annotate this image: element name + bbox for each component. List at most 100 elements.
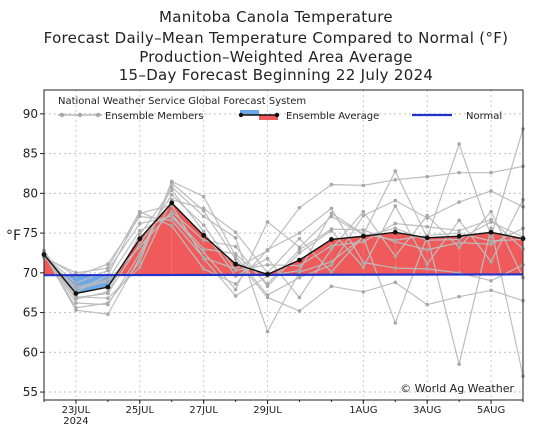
legend-average-swatch-dot [274,112,280,118]
ensemble-member-point [169,214,174,219]
ensemble-member-point [361,265,366,270]
ensemble-member-point [74,308,78,312]
ensemble-member-point [393,204,398,208]
ensemble-member-point [329,263,334,267]
ensemble-member-point [169,197,174,202]
ensemble-member-point [457,294,461,299]
ensemble-member-point [425,224,430,229]
ensemble-member-point [297,251,302,255]
ensemble-member-point [489,278,493,283]
ensemble-member-point [457,218,461,223]
ensemble-member-point [329,206,334,211]
ensemble-member-point [201,194,206,199]
legend-average-swatch-red [259,115,278,120]
ensemble-member-point [74,301,78,305]
ensemble-average-series [41,200,526,296]
ensemble-member-point [393,178,398,182]
above-normal-fill [299,239,332,275]
ensemble-member-point [106,262,110,266]
ensemble-member-point [138,214,142,219]
y-tick-label: 80 [23,186,38,200]
legend-average-swatch-blue [240,110,259,115]
ensemble-member-point [201,209,206,213]
ensemble-member-point [297,236,302,241]
chart-subtitle-2: Production–Weighted Area Average [139,48,413,66]
chart-title: Manitoba Canola Temperature [159,8,393,26]
y-tick-label: 75 [23,226,38,240]
ensemble-member-point [106,290,110,294]
ensemble-member-point [138,255,142,260]
above-normal-fill [427,236,460,275]
ensemble-member-point [329,214,334,219]
ensemble-average-point [456,233,462,239]
ensemble-member-line [43,128,524,291]
ensemble-member-point [233,230,238,235]
x-tick-label: 29JUL [253,405,282,416]
y-axis-label: °F [6,228,21,244]
ensemble-average-point [265,272,270,277]
ensemble-member-point [169,193,174,197]
ensemble-member-point [265,263,270,267]
ensemble-member-point [265,248,270,253]
ensemble-member-point [201,223,206,227]
ensemble-member-point [489,239,493,243]
ensemble-member-point [457,245,461,250]
ensemble-member-point [138,232,142,237]
ensemble-member-point [361,209,366,214]
ensemble-member-point [106,268,110,273]
ensemble-member-point [393,238,398,243]
y-tick-label: 90 [23,107,38,121]
ensemble-member-point [361,260,366,265]
ensemble-average-point [73,291,79,296]
ensemble-member-point [233,287,238,292]
ensemble-member-point [297,231,302,235]
normal-line [43,273,524,277]
ensemble-member-point [138,265,142,270]
ensemble-member-point [233,244,238,249]
ensemble-member-point [457,200,461,204]
ensemble-member-point [138,211,142,216]
ensemble-member-point [425,302,430,307]
ensemble-member-point [489,259,493,264]
ensemble-member-point [169,185,174,189]
ensemble-average-point [392,229,398,235]
ensemble-member-line [43,165,524,277]
above-normal-fill [395,232,428,275]
ensemble-member-point [297,270,302,274]
ensemble-member-line [43,204,524,297]
plot-frame [43,89,524,401]
ensemble-member-point [489,242,493,247]
ensemble-member-point [489,170,493,175]
ensemble-member-point [74,286,78,291]
ensemble-average-point [233,261,239,267]
ensemble-member-point [329,243,334,248]
ensemble-member-point [489,226,493,231]
x-tick-year-label: 2024 [63,416,88,427]
ensemble-member-point [297,295,302,300]
ensemble-member-point [138,251,142,256]
ensemble-member-point [393,280,398,285]
chart-subtitle-1: Forecast Daily–Mean Temperature Compared… [44,29,509,47]
legend-members-label: Ensemble Members [105,111,204,122]
ensemble-member-point [201,255,206,260]
ensemble-member-point [169,181,174,185]
ensemble-member-point [265,284,270,289]
ensemble-member-point [265,220,270,224]
legend-members-swatch-dot [59,112,65,118]
ensemble-member-point [393,169,398,173]
ensemble-member-point [297,309,302,313]
ensemble-member-point [329,270,334,274]
ensemble-member-point [106,296,110,301]
ensemble-member-point [329,182,334,187]
ensemble-member-point [265,329,270,334]
ensemble-member-point [265,295,270,300]
ensemble-member-line [43,193,524,299]
ensemble-member-point [457,170,461,175]
ensemble-member-point [361,183,366,188]
ensemble-average-point [137,236,143,242]
ensemble-member-point [393,321,398,325]
ensemble-member-point [329,284,334,289]
ensemble-member-point [201,247,206,251]
